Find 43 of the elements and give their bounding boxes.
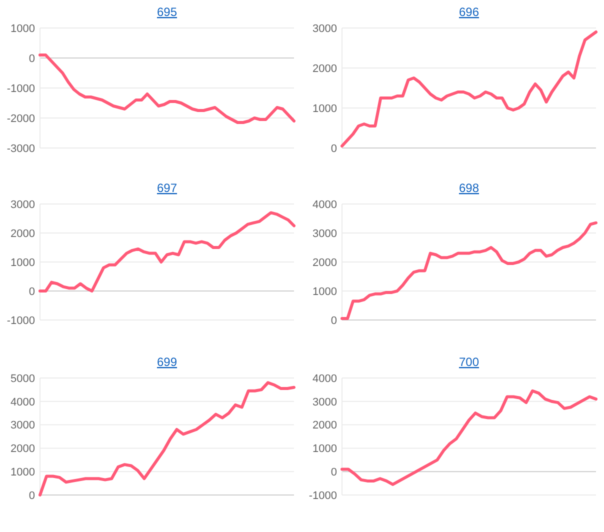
y-tick-label: 4000 (312, 372, 337, 385)
y-tick-label: 0 (28, 490, 35, 502)
y-tick-label: 2000 (10, 228, 35, 240)
chart-title: 696 (458, 5, 480, 19)
line-series (340, 389, 598, 486)
y-tick-label: 1000 (10, 256, 35, 269)
y-tick-label: -2000 (6, 112, 35, 125)
y-tick-label: 1000 (10, 466, 35, 478)
y-tick-label: 0 (28, 286, 35, 298)
y-tick-label: 2000 (312, 256, 337, 269)
y-tick-label: 3000 (10, 198, 35, 211)
line-series (340, 30, 598, 148)
chart-title: 698 (458, 181, 480, 195)
chart-title: 699 (156, 355, 178, 369)
y-tick-label: 1000 (312, 286, 337, 298)
chart-title: 700 (458, 355, 480, 369)
y-tick-label: 3000 (312, 396, 337, 408)
y-tick-label: 3000 (10, 420, 35, 432)
y-tick-label: 2000 (312, 420, 337, 432)
y-tick-label: 3000 (312, 228, 337, 240)
y-tick-label: 0 (330, 314, 337, 327)
y-tick-label: 1000 (312, 443, 337, 456)
line-series (38, 381, 296, 496)
y-tick-label: 2000 (312, 62, 337, 75)
y-tick-label: 0 (28, 52, 35, 65)
y-tick-label: 4000 (312, 198, 337, 211)
y-tick-label: -1000 (6, 314, 35, 327)
line-series (38, 211, 296, 292)
y-tick-label: 0 (330, 466, 337, 478)
y-tick-label: 1000 (10, 22, 35, 35)
chart-title: 695 (156, 5, 178, 19)
line-series (340, 221, 598, 320)
y-tick-label: 1000 (312, 102, 337, 115)
y-tick-label: -3000 (6, 142, 35, 155)
chart-title: 697 (156, 181, 178, 195)
y-tick-label: -1000 (6, 82, 35, 95)
y-tick-label: 5000 (10, 372, 35, 385)
y-tick-label: 0 (330, 142, 337, 155)
y-tick-label: 4000 (10, 396, 35, 408)
line-series (38, 54, 296, 124)
y-tick-label: 3000 (312, 22, 337, 35)
y-tick-label: 2000 (10, 443, 35, 456)
y-tick-label: -1000 (308, 490, 337, 502)
